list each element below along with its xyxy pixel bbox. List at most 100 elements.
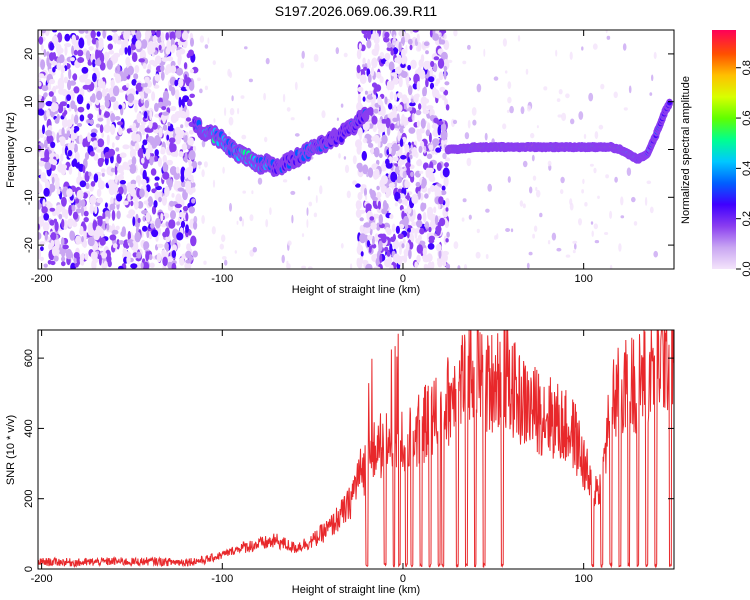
- heatmap-noise-cell: [444, 162, 449, 168]
- heatmap-noise-cell: [445, 207, 449, 212]
- heatmap-noise-cell: [396, 91, 403, 99]
- heatmap-noise-cell: [149, 156, 154, 166]
- heatmap-noise-cell: [249, 214, 254, 222]
- heatmap-noise-cell: [591, 230, 594, 237]
- heatmap-noise-cell: [360, 251, 364, 257]
- heatmap-noise-cell: [389, 91, 394, 101]
- heatmap-signal-cell: [363, 112, 369, 120]
- heatmap-noise-cell: [190, 68, 194, 74]
- heatmap-noise-cell: [125, 83, 130, 88]
- heatmap-noise-cell: [356, 49, 362, 60]
- heatmap-noise-cell: [66, 130, 71, 138]
- heatmap-noise-cell: [55, 43, 62, 54]
- heatmap-noise-cell: [405, 242, 410, 251]
- colorbar-label: Normalized spectral amplitude: [680, 76, 692, 224]
- heatmap-noise-cell: [51, 60, 58, 66]
- heatmap-noise-cell: [162, 256, 168, 267]
- heatmap-noise-cell: [403, 215, 409, 226]
- heatmap-noise-cell: [133, 73, 139, 80]
- heatmap-noise-cell: [539, 212, 543, 218]
- heatmap-noise-cell: [146, 69, 151, 74]
- heatmap-noise-cell: [116, 40, 123, 45]
- heatmap-noise-cell: [407, 64, 411, 71]
- heatmap-noise-cell: [442, 167, 450, 178]
- heatmap-noise-cell: [178, 211, 185, 218]
- heatmap-noise-cell: [180, 173, 185, 183]
- heatmap-noise-cell: [93, 229, 101, 241]
- heatmap-noise-cell: [384, 52, 391, 61]
- heatmap-noise-cell: [415, 93, 420, 98]
- heatmap-noise-cell: [229, 107, 235, 116]
- heatmap-noise-cell: [359, 233, 367, 244]
- heatmap-noise-cell: [69, 80, 77, 86]
- heatmap-noise-cell: [400, 193, 405, 199]
- heatmap-noise-cell: [137, 201, 144, 209]
- colorbar-tick-label: 0.0: [741, 261, 750, 276]
- heatmap-noise-cell: [361, 30, 368, 35]
- heatmap-noise-cell: [87, 236, 95, 247]
- heatmap-noise-cell: [344, 164, 350, 174]
- heatmap-noise-cell: [101, 81, 106, 90]
- heatmap-noise-cell: [229, 71, 233, 79]
- heatmap-noise-cell: [282, 179, 288, 183]
- heatmap-noise-cell: [181, 143, 188, 151]
- heatmap-noise-cell: [427, 210, 433, 220]
- heatmap-noise-cell: [423, 86, 427, 97]
- heatmap-noise-cell: [65, 135, 69, 140]
- heatmap-noise-cell: [400, 40, 406, 44]
- heatmap-noise-cell: [517, 35, 521, 42]
- heatmap-noise-cell: [397, 188, 403, 193]
- heatmap-noise-cell: [87, 132, 91, 143]
- heatmap-noise-cell: [429, 184, 436, 193]
- heatmap-noise-cell: [428, 226, 432, 233]
- heatmap-noise-cell: [618, 243, 622, 252]
- heatmap-noise-cell: [394, 202, 398, 207]
- heatmap-noise-cell: [340, 103, 344, 108]
- heatmap-noise-cell: [40, 256, 44, 262]
- heatmap-noise-cell: [620, 215, 625, 219]
- heatmap-noise-cell: [38, 232, 42, 240]
- heatmap-noise-cell: [398, 166, 403, 171]
- heatmap-noise-cell: [178, 151, 184, 158]
- heatmap-noise-cell: [153, 200, 158, 208]
- heatmap-noise-cell: [405, 44, 408, 54]
- heatmap-noise-cell: [151, 188, 157, 194]
- heatmap-noise-cell: [444, 81, 450, 86]
- heatmap-noise-cell: [167, 256, 173, 263]
- heatmap-noise-cell: [400, 121, 404, 126]
- heatmap-noise-cell: [362, 96, 366, 102]
- heatmap-noise-cell: [569, 198, 573, 206]
- heatmap-noise-cell: [174, 126, 181, 136]
- heatmap-noise-cell: [162, 171, 170, 180]
- heatmap-noise-cell: [432, 33, 440, 41]
- heatmap-noise-cell: [363, 33, 368, 39]
- heatmap-noise-cell: [130, 263, 138, 269]
- heatmap-noise-cell: [502, 123, 507, 130]
- heatmap-noise-cell: [520, 106, 525, 115]
- heatmap-noise-cell: [556, 247, 562, 252]
- heatmap-noise-cell: [466, 157, 472, 167]
- heatmap-noise-cell: [199, 88, 203, 94]
- heatmap-noise-cell: [56, 62, 62, 71]
- heatmap-noise-cell: [207, 37, 210, 44]
- heatmap-noise-cell: [39, 150, 46, 159]
- heatmap-noise-cell: [38, 30, 41, 39]
- heatmap-noise-cell: [96, 188, 102, 198]
- heatmap-noise-cell: [48, 78, 56, 85]
- heatmap-noise-cell: [417, 213, 422, 221]
- heatmap-noise-cell: [83, 210, 89, 217]
- heatmap-noise-cell: [72, 221, 78, 228]
- heatmap-noise-cell: [117, 174, 124, 182]
- heatmap-noise-cell: [313, 54, 319, 62]
- heatmap-noise-cell: [584, 202, 588, 207]
- heatmap-noise-cell: [81, 221, 86, 227]
- heatmap-noise-cell: [72, 211, 79, 220]
- heatmap-noise-cell: [70, 57, 75, 62]
- heatmap-noise-cell: [90, 181, 96, 187]
- heatmap-noise-cell: [75, 198, 80, 204]
- heatmap-noise-cell: [281, 254, 285, 264]
- heatmap-noise-cell: [374, 32, 380, 40]
- heatmap-noise-cell: [60, 247, 66, 258]
- heatmap-noise-cell: [118, 240, 124, 245]
- heatmap-noise-cell: [222, 166, 225, 174]
